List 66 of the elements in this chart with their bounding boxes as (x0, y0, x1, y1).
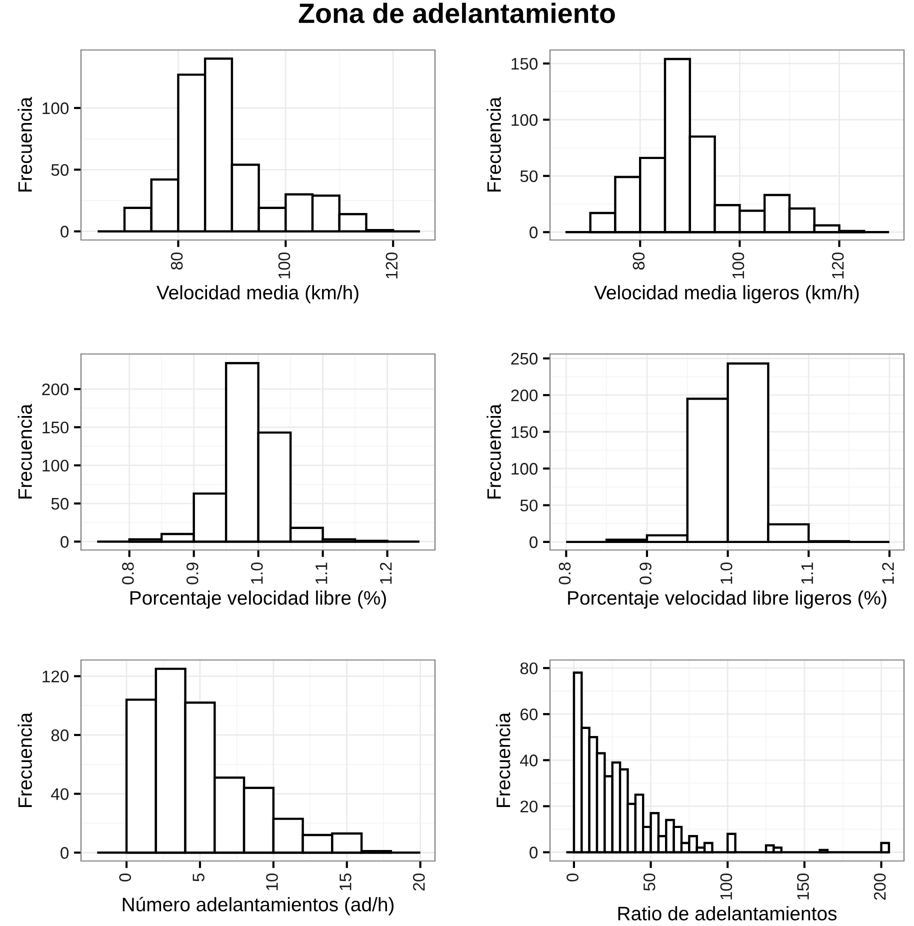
x-tick-label: 0.9 (186, 562, 198, 584)
x-tick-label: 1.0 (250, 562, 263, 584)
y-axis-title: Frecuencia (18, 712, 32, 807)
y-axis-title: Frecuencia (18, 96, 32, 192)
y-tick-label: 20 (520, 800, 538, 812)
x-tick-label: 0 (566, 873, 578, 882)
x-tick-label: 0.8 (122, 562, 134, 584)
y-tick-label: 60 (520, 708, 538, 720)
y-tick-label: 50 (51, 164, 69, 176)
y-tick-label: 150 (512, 426, 538, 438)
y-tick-label: 0 (530, 846, 538, 858)
y-tick-label: 80 (51, 729, 69, 742)
x-axis-title: Número adelantamientos (ad/h) (122, 896, 394, 916)
y-tick-label: 80 (520, 662, 538, 674)
y-tick-label: 100 (512, 462, 538, 475)
x-tick-label: 0.9 (640, 562, 652, 584)
x-tick-label: 1.2 (380, 562, 392, 584)
y-tick-label: 40 (520, 754, 538, 766)
y-tick-label: 50 (520, 500, 538, 512)
y-tick-label: 200 (511, 390, 538, 402)
x-tick-label: 1.0 (720, 562, 732, 584)
x-tick-label: 1.1 (801, 562, 813, 584)
x-axis-title: Velocidad media ligeros (km/h) (594, 285, 859, 304)
x-tick-label: 100 (278, 252, 290, 278)
x-tick-label: 0.8 (558, 562, 571, 584)
y-tick-label: 0 (60, 847, 69, 859)
x-tick-label: 80 (170, 252, 183, 270)
x-tick-label: 200 (874, 873, 886, 900)
x-tick-label: 100 (732, 252, 744, 278)
x-axis-title: Ratio de adelantamientos (618, 906, 837, 920)
y-tick-label: 0 (530, 226, 538, 238)
y-tick-label: 100 (512, 114, 538, 126)
y-tick-label: 50 (51, 498, 69, 510)
y-axis-title: Frecuencia (18, 404, 32, 498)
y-tick-label: 50 (520, 170, 538, 182)
y-axis-title: Frecuencia (496, 712, 510, 807)
x-tick-label: 120 (386, 252, 398, 278)
x-tick-label: 50 (643, 873, 656, 891)
x-tick-label: 15 (340, 874, 352, 890)
x-tick-label: 150 (797, 873, 809, 900)
x-axis-title: Velocidad media (km/h) (156, 285, 358, 304)
x-tick-label: 1.2 (882, 562, 894, 584)
y-tick-label: 100 (42, 102, 69, 114)
x-tick-label: 0 (119, 873, 132, 882)
y-tick-label: 100 (42, 460, 69, 472)
y-tick-label: 200 (42, 383, 69, 396)
y-tick-label: 40 (51, 788, 69, 800)
x-tick-label: 100 (720, 873, 732, 900)
x-axis-title: Porcentaje velocidad libre ligeros (%) (568, 590, 886, 609)
y-tick-label: 0 (60, 226, 69, 238)
x-tick-label: 1.1 (316, 562, 328, 584)
x-tick-label: 10 (266, 873, 278, 890)
y-tick-label: 150 (512, 58, 538, 70)
x-axis-title: Porcentaje velocidad libre (%) (130, 590, 386, 609)
y-tick-label: 0 (60, 536, 69, 548)
x-tick-label: 120 (832, 252, 844, 278)
x-tick-label: 20 (412, 873, 425, 891)
y-tick-label: 0 (530, 536, 538, 548)
x-tick-label: 80 (632, 252, 645, 270)
y-axis-title: Frecuencia (486, 96, 501, 192)
y-axis-title: Frecuencia (486, 404, 501, 498)
y-tick-label: 150 (42, 422, 69, 434)
y-tick-label: 120 (42, 670, 69, 682)
chart-title: Zona de adelantamiento (298, 2, 615, 24)
y-tick-label: 250 (511, 352, 538, 365)
x-tick-label: 5 (192, 874, 204, 882)
